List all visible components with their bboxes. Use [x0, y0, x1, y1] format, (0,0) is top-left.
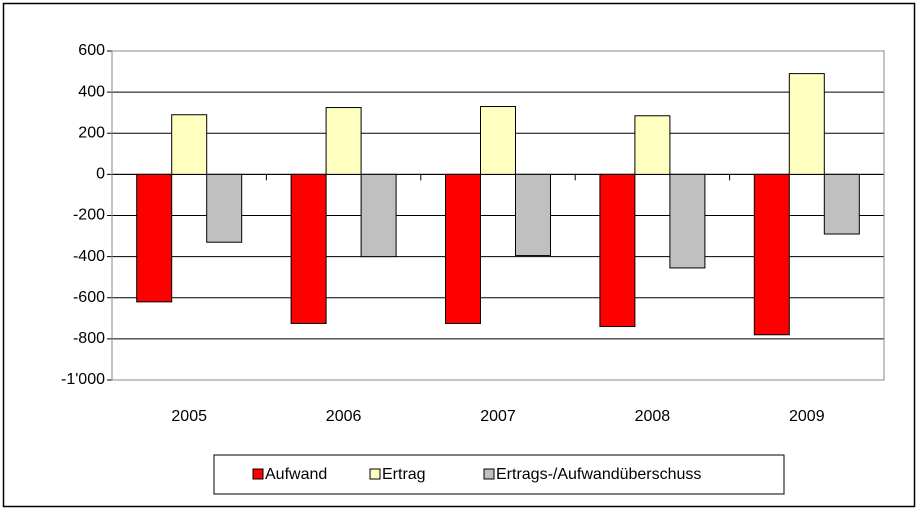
bar — [823, 173, 860, 235]
legend-box — [213, 454, 785, 495]
bar — [206, 173, 243, 243]
bar — [599, 173, 636, 328]
legend-label: Ertrag — [382, 466, 426, 483]
bar — [136, 173, 173, 303]
x-tick-label: 2006 — [326, 408, 362, 425]
legend-label: Aufwand — [265, 466, 327, 483]
y-tick-label: -800 — [73, 330, 105, 347]
y-tick-label: 200 — [78, 124, 105, 141]
y-tick-label: 0 — [96, 166, 105, 183]
bar — [171, 114, 208, 175]
legend-label: Ertrags-/Aufwandüberschuss — [496, 466, 701, 483]
x-tick-label: 2009 — [789, 408, 825, 425]
bar — [325, 107, 362, 175]
bar — [634, 115, 671, 175]
bar — [445, 173, 481, 324]
bar — [788, 73, 825, 175]
bar — [669, 173, 706, 269]
bar — [515, 173, 551, 257]
y-tick-label: -400 — [73, 248, 105, 265]
plot-border — [111, 50, 885, 381]
bar — [290, 173, 327, 324]
legend-swatch — [483, 468, 495, 480]
y-tick-label: -600 — [73, 289, 105, 306]
x-tick-label: 2007 — [480, 408, 516, 425]
y-tick-label: -200 — [73, 207, 105, 224]
legend-swatch — [252, 468, 264, 480]
x-tick-label: 2005 — [171, 408, 207, 425]
y-tick-label: 600 — [78, 42, 105, 59]
x-tick-label: 2008 — [635, 408, 671, 425]
bar — [360, 173, 397, 258]
legend-swatch — [369, 468, 381, 480]
bar — [753, 173, 790, 336]
bar — [480, 106, 516, 175]
y-tick-label: -1'000 — [61, 371, 105, 388]
y-tick-label: 400 — [78, 83, 105, 100]
